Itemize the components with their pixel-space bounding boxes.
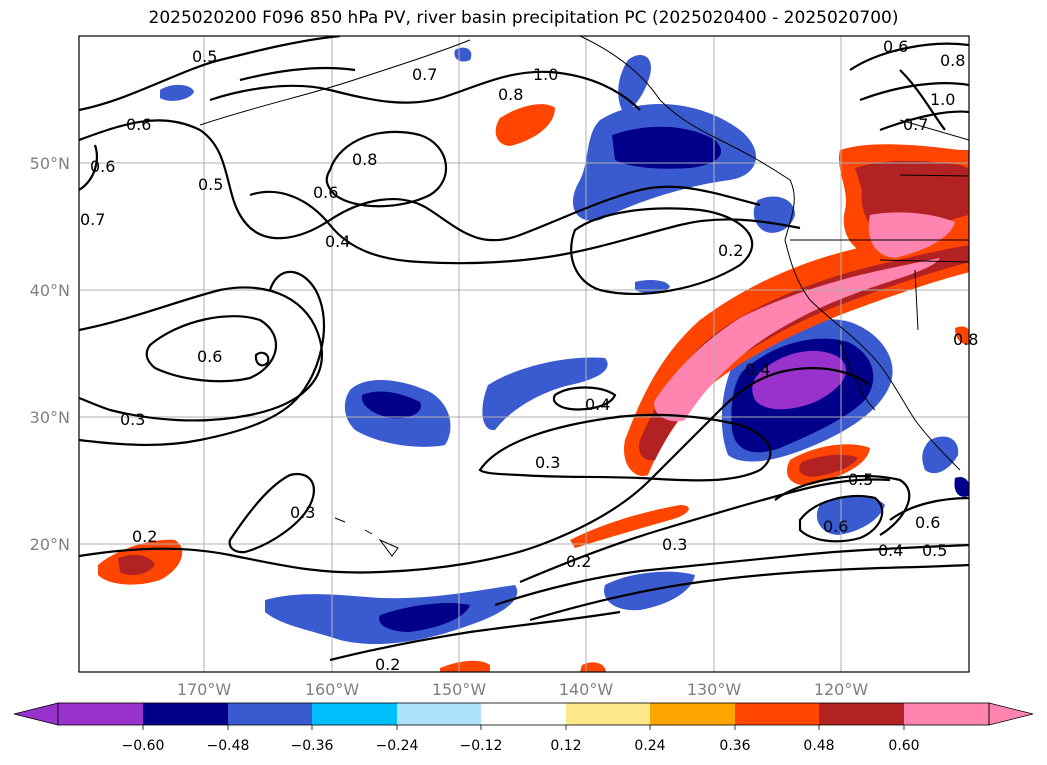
contour-label: 1.0 bbox=[533, 65, 558, 84]
colorbar-tick-label: 0.36 bbox=[719, 738, 750, 754]
colorbar-bin bbox=[735, 703, 819, 725]
contour-label: 0.2 bbox=[375, 655, 400, 674]
neg-region-tropical-core bbox=[379, 603, 470, 632]
colorbar-bin bbox=[819, 703, 904, 725]
contour-label: 0.5 bbox=[922, 541, 947, 560]
colorbar-tick-label: −0.24 bbox=[376, 738, 419, 754]
colorbar-tick-label: −0.36 bbox=[291, 738, 334, 754]
colorbar-tick-label: 0.12 bbox=[550, 738, 581, 754]
colorbar-tick-label: −0.60 bbox=[122, 738, 165, 754]
contour-label: 1.0 bbox=[930, 90, 955, 109]
contour-label: 0.3 bbox=[120, 410, 145, 429]
colorbar-bin bbox=[397, 703, 481, 725]
colorbar-outline bbox=[57, 702, 990, 726]
precip-fill-layer bbox=[98, 47, 969, 672]
lon-label: 150°W bbox=[432, 680, 487, 699]
pos-region-east-edge bbox=[955, 326, 969, 345]
contour-label: 0.5 bbox=[198, 175, 223, 194]
contour-label: 0.3 bbox=[662, 535, 687, 554]
contour-label: 0.6 bbox=[197, 347, 222, 366]
colorbar-bin bbox=[650, 703, 735, 725]
contour-label: 0.3 bbox=[535, 453, 560, 472]
colorbar-bin bbox=[566, 703, 650, 725]
contour-label: 0.5 bbox=[848, 470, 873, 489]
contour-label: 0.7 bbox=[80, 210, 105, 229]
colorbar-bin bbox=[58, 703, 143, 725]
colorbar-tick-label: −0.12 bbox=[460, 738, 503, 754]
contour-labels: 0.5 0.7 1.0 0.8 0.6 0.8 0.7 0.6 0.5 0.6 … bbox=[80, 37, 978, 674]
neg-region-nw-pacific bbox=[160, 84, 194, 101]
colorbar-bin bbox=[904, 703, 989, 725]
lon-label: 160°W bbox=[305, 680, 360, 699]
longitude-labels: 170°W 160°W 150°W 140°W 130°W 120°W bbox=[177, 680, 869, 699]
lon-label: 120°W bbox=[814, 680, 869, 699]
pos-region-west-core bbox=[118, 554, 155, 576]
neg-region-gulf-alaska-core bbox=[612, 126, 721, 169]
colorbar-tick-label: −0.48 bbox=[207, 738, 250, 754]
pos-region-northwest-pink bbox=[868, 212, 955, 258]
lon-label: 140°W bbox=[559, 680, 614, 699]
contour-label: 0.6 bbox=[126, 115, 151, 134]
contour-label: 0.8 bbox=[498, 85, 523, 104]
lat-label: 40°N bbox=[30, 281, 70, 300]
colorbar-extend-min bbox=[13, 702, 59, 726]
contour-label: 0.3 bbox=[290, 503, 315, 522]
contour-label: 0.4 bbox=[325, 232, 350, 251]
contour-label: 0.8 bbox=[940, 51, 965, 70]
colorbar-bin bbox=[312, 703, 397, 725]
contour-label: 0.6 bbox=[823, 517, 848, 536]
coastlines bbox=[199, 36, 969, 557]
colorbar-tick-label: 0.48 bbox=[803, 738, 834, 754]
graticule bbox=[79, 36, 969, 672]
neg-region-hawaii-east bbox=[816, 495, 885, 535]
pos-region-main-band-pink bbox=[654, 258, 940, 422]
colorbar-bin bbox=[481, 703, 566, 725]
contour-label: 0.7 bbox=[903, 115, 928, 134]
contour-label: 0.6 bbox=[883, 37, 908, 56]
contour-label: 0.2 bbox=[718, 241, 743, 260]
contour-label: 0.8 bbox=[953, 330, 978, 349]
contour-label: 0.2 bbox=[132, 527, 157, 546]
contour-label: 0.4 bbox=[745, 360, 770, 379]
neg-region-subtropical bbox=[482, 357, 608, 431]
pos-region-midlat-east-core bbox=[799, 454, 858, 477]
map-frame bbox=[78, 35, 970, 673]
lat-label: 30°N bbox=[30, 408, 70, 427]
pos-region-alaska-offshore bbox=[495, 104, 555, 146]
latitude-labels: 50°N 40°N 30°N 20°N bbox=[30, 154, 70, 554]
colorbar-bin bbox=[143, 703, 228, 725]
lat-label: 50°N bbox=[30, 154, 70, 173]
contour-label: 0.6 bbox=[90, 157, 115, 176]
contour-label: 0.8 bbox=[352, 150, 377, 169]
neg-region-gulf-alaska-north bbox=[618, 55, 651, 111]
contour-label: 0.5 bbox=[192, 47, 217, 66]
contour-label: 0.7 bbox=[412, 65, 437, 84]
lon-label: 130°W bbox=[687, 680, 742, 699]
contour-label: 0.2 bbox=[566, 552, 591, 571]
lat-label: 20°N bbox=[30, 535, 70, 554]
neg-region-mexico bbox=[922, 436, 959, 474]
colorbar-extend-max bbox=[988, 702, 1034, 726]
pv-contours bbox=[79, 36, 969, 662]
neg-region-mexico-2 bbox=[954, 477, 969, 497]
colorbar-tick-label: 0.60 bbox=[888, 738, 919, 754]
contour-label: 0.4 bbox=[878, 541, 903, 560]
neg-region-baja-violet bbox=[752, 350, 846, 410]
contour-label: 0.6 bbox=[313, 183, 338, 202]
colorbar-bin bbox=[228, 703, 312, 725]
neg-region-bc-coast bbox=[753, 196, 795, 233]
neg-region-central-core bbox=[361, 391, 421, 419]
contour-label: 0.6 bbox=[915, 513, 940, 532]
map-title: 2025020200 F096 850 hPa PV, river basin … bbox=[148, 8, 899, 28]
contour-label: 0.4 bbox=[585, 395, 610, 414]
pos-region-bottom-1 bbox=[440, 660, 490, 672]
pos-region-subtropic-band bbox=[570, 505, 689, 548]
colorbar: −0.60 −0.48 −0.36 −0.24 −0.12 0.12 0.24 … bbox=[13, 702, 1034, 754]
lon-label: 170°W bbox=[177, 680, 232, 699]
colorbar-tick-label: 0.24 bbox=[634, 738, 665, 754]
